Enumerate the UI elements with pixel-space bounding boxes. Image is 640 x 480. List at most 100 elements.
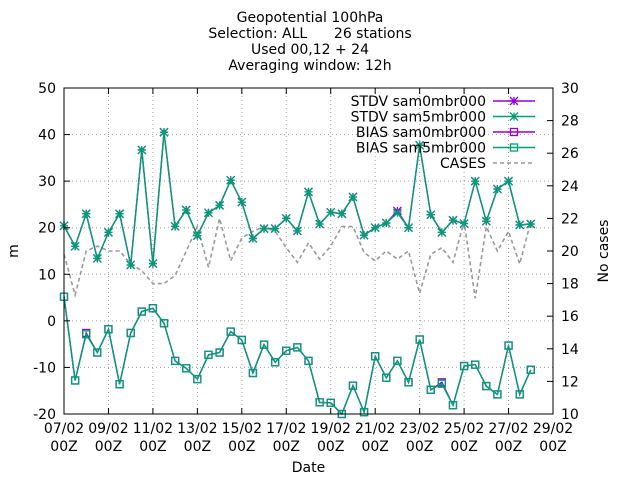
data-point (415, 335, 424, 344)
data-point (92, 253, 102, 263)
data-point (437, 379, 447, 388)
series-line (63, 296, 532, 416)
data-point (470, 176, 480, 186)
series-layer (59, 127, 536, 419)
y2-tick-label: 30 (561, 81, 579, 97)
y2-axis-label: No cases (596, 220, 612, 283)
y2-tick-label: 28 (561, 114, 579, 130)
data-point (459, 361, 469, 371)
data-point (482, 381, 491, 391)
title-line-3: Used 00,12 + 24 (250, 42, 369, 58)
y-tick-label: -10 (33, 360, 56, 376)
data-point (192, 231, 202, 241)
x-tick-label-date: 19/02 (311, 421, 351, 437)
data-point (170, 356, 180, 366)
legend-label: BIAS sam5mbr000 (356, 141, 486, 157)
data-point (504, 176, 514, 186)
x-tick-label-hour: 00Z (139, 439, 166, 455)
title-line-4: Averaging window: 12h (228, 58, 392, 74)
x-tick-label-hour: 00Z (450, 439, 477, 455)
legend-marker (509, 143, 519, 152)
y-tick-label: 50 (38, 81, 56, 97)
data-point (392, 208, 402, 218)
data-point (248, 233, 258, 243)
title-line-2: Selection: ALL 26 stations (208, 26, 412, 42)
data-point (148, 304, 158, 313)
data-point (481, 216, 491, 226)
x-tick-label-date: 15/02 (222, 421, 262, 437)
legend-marker (509, 112, 519, 121)
data-point (248, 368, 258, 378)
data-point (226, 175, 236, 185)
y2-tick-label: 14 (561, 342, 579, 358)
x-tick-label-date: 23/02 (399, 421, 439, 437)
data-point (381, 218, 391, 228)
x-tick-label-date: 17/02 (266, 421, 306, 437)
y-tick-label: 30 (38, 174, 56, 190)
series-line (63, 296, 532, 416)
axes: -20 -10 0 10 20 30 40 50 10 12 14 16 18 20 22 24 26 28 30 0… (33, 81, 579, 455)
data-point (526, 219, 536, 229)
data-point (259, 340, 269, 349)
y2-tick-label: 10 (561, 407, 579, 423)
y2-tick-label: 24 (561, 179, 579, 195)
x-tick-label-hour: 00Z (317, 439, 344, 455)
y2-tick-label: 26 (561, 146, 579, 162)
data-point (193, 374, 202, 384)
data-point (448, 401, 458, 410)
data-point (115, 209, 125, 219)
y-tick-label: 0 (47, 314, 56, 330)
data-point (204, 350, 213, 360)
series-bias-sam0mbr000 (59, 292, 535, 419)
data-point (348, 192, 358, 202)
data-point (471, 360, 480, 369)
data-point (370, 223, 380, 233)
data-point (459, 219, 469, 228)
data-point (182, 364, 191, 373)
chart-title: Geopotential 100hPa Selection: ALL 26 st… (0, 10, 620, 74)
data-point (448, 215, 458, 225)
title-line-1: Geopotential 100hPa (236, 10, 384, 26)
data-point (315, 398, 324, 407)
data-point (492, 184, 502, 194)
data-point (348, 381, 358, 390)
data-point (371, 352, 380, 361)
data-point (70, 241, 80, 251)
y-tick-label: 20 (38, 221, 56, 237)
data-point (259, 224, 269, 234)
y-axis-label: m (6, 244, 22, 258)
x-tick-label-hour: 00Z (495, 439, 522, 455)
data-point (126, 328, 135, 338)
legend-label: STDV sam0mbr000 (351, 94, 486, 110)
data-point (70, 376, 80, 385)
data-point (215, 200, 225, 210)
data-point (215, 348, 224, 357)
x-tick-label-date: 27/02 (488, 421, 528, 437)
data-point (337, 209, 347, 219)
data-point (93, 348, 102, 357)
data-point (159, 319, 169, 328)
data-point (271, 358, 280, 367)
x-axis-label: Date (292, 460, 325, 476)
y2-tick-label: 18 (561, 277, 579, 293)
series-bias-sam5mbr000 (59, 292, 535, 419)
data-point (293, 343, 302, 352)
y2-tick-label: 20 (561, 244, 579, 260)
data-point (181, 205, 191, 215)
data-point (126, 260, 136, 270)
data-point (515, 220, 525, 230)
y-tick-label: 40 (38, 128, 56, 144)
legend-label: BIAS sam0mbr000 (356, 125, 486, 141)
data-point (137, 307, 146, 316)
x-tick-label-hour: 00Z (406, 439, 433, 455)
data-point (493, 390, 502, 399)
data-point (515, 390, 524, 399)
y-tick-label: -20 (33, 407, 56, 423)
data-point (504, 341, 513, 350)
grid-lines (64, 88, 553, 414)
data-point (426, 385, 435, 394)
data-point (103, 227, 113, 237)
y-tick-label: 10 (38, 267, 56, 283)
series-cases (63, 218, 532, 299)
